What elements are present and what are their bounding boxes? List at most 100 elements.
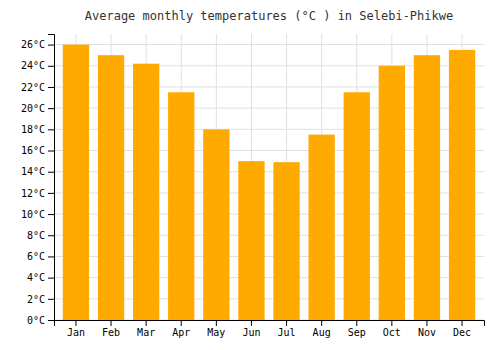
- y-tick-label: 0°C: [27, 315, 45, 326]
- y-tick: 18°C: [21, 124, 54, 135]
- x-tick: Jun: [242, 320, 260, 338]
- y-tick: 26°C: [21, 39, 54, 50]
- bar: [449, 50, 475, 320]
- y-tick-mark: [48, 151, 54, 152]
- y-tick-label: 12°C: [21, 188, 45, 199]
- bar: [238, 161, 264, 320]
- x-tick-label: Jan: [67, 327, 85, 338]
- bar: [63, 45, 89, 320]
- x-tick-mark: [426, 320, 427, 326]
- y-tick: 0°C: [27, 315, 54, 326]
- x-tick: Oct: [383, 320, 401, 338]
- x-tick-label: Dec: [453, 327, 471, 338]
- bar: [344, 92, 370, 320]
- y-tick: 8°C: [27, 230, 54, 241]
- x-tick-label: May: [207, 327, 225, 338]
- x-tick-mark: [462, 320, 463, 326]
- y-tick: 12°C: [21, 188, 54, 199]
- x-tick-label: Nov: [418, 327, 436, 338]
- x-tick-label: Mar: [137, 327, 155, 338]
- x-tick-mark: [111, 320, 112, 326]
- x-tick-label: Jul: [278, 327, 296, 338]
- title: Average monthly temperatures (°C ) in Se…: [85, 9, 453, 23]
- bar: [379, 66, 405, 320]
- bars: [63, 45, 475, 320]
- x-tick: Apr: [172, 320, 190, 338]
- y-tick-mark: [48, 87, 54, 88]
- bar: [168, 92, 194, 320]
- x-tick-label: Jun: [242, 327, 260, 338]
- y-tick-mark: [48, 299, 54, 300]
- y-tick-label: 14°C: [21, 166, 45, 177]
- x-tick: May: [207, 320, 225, 338]
- x-tick-mark: [321, 320, 322, 326]
- y-tick-mark: [48, 129, 54, 130]
- y-tick: 24°C: [21, 60, 54, 71]
- x-tick: Dec: [453, 320, 471, 338]
- y-tick-label: 10°C: [21, 209, 45, 220]
- y-tick-label: 6°C: [27, 251, 45, 262]
- x-axis-line: [55, 321, 485, 327]
- bar: [203, 129, 229, 320]
- x-tick: Nov: [418, 320, 436, 338]
- y-tick-label: 18°C: [21, 124, 45, 135]
- x-tick-mark: [356, 320, 357, 326]
- x-tick: Aug: [313, 320, 331, 338]
- x-tick-mark: [391, 320, 392, 326]
- y-tick-mark: [48, 172, 54, 173]
- y-tick-label: 8°C: [27, 230, 45, 241]
- y-axis: 0°C 2°C 4°C 6°C 8°C 10°C 12°C 14°C 16°C 18°C 20°C 2…: [21, 35, 55, 326]
- y-tick: 6°C: [27, 251, 54, 262]
- y-tick-label: 2°C: [27, 294, 45, 305]
- x-tick-mark: [251, 320, 252, 326]
- grid-line: [54, 44, 484, 45]
- bar: [308, 135, 334, 320]
- y-tick-mark: [48, 45, 54, 46]
- y-tick-label: 20°C: [21, 103, 45, 114]
- y-tick: 22°C: [21, 82, 54, 93]
- y-tick-mark: [48, 193, 54, 194]
- y-tick-label: 26°C: [21, 39, 45, 50]
- x-tick-mark: [75, 320, 76, 326]
- x-tick: Jul: [278, 320, 296, 338]
- x-tick-label: Sep: [348, 327, 366, 338]
- x-tick: Feb: [102, 320, 120, 338]
- x-axis: Jan Feb Mar Apr May Jun Jul Aug Sep Oct Nov Dec: [55, 320, 485, 338]
- x-tick: Sep: [348, 320, 366, 338]
- y-tick-mark: [48, 108, 54, 109]
- x-tick-mark: [181, 320, 182, 326]
- y-tick-mark: [48, 256, 54, 257]
- bar: [98, 55, 124, 320]
- bar: [273, 162, 299, 320]
- y-tick-mark: [48, 320, 54, 321]
- y-tick: 20°C: [21, 103, 54, 114]
- x-tick-mark: [146, 320, 147, 326]
- x-tick-label: Feb: [102, 327, 120, 338]
- y-tick-label: 22°C: [21, 82, 45, 93]
- grid: [54, 34, 484, 320]
- y-tick-mark: [48, 66, 54, 67]
- y-tick-label: 24°C: [21, 60, 45, 71]
- x-tick: Mar: [137, 320, 155, 338]
- y-tick: 16°C: [21, 145, 54, 156]
- y-tick: 4°C: [27, 272, 54, 283]
- y-tick: 14°C: [21, 166, 54, 177]
- x-tick-label: Oct: [383, 327, 401, 338]
- x-tick-mark: [216, 320, 217, 326]
- y-tick-mark: [48, 235, 54, 236]
- y-tick: 2°C: [27, 294, 54, 305]
- plot: Jan Feb Mar Apr May Jun Jul Aug Sep Oct Nov Dec 0°C 2…: [21, 34, 485, 338]
- y-tick-label: 4°C: [27, 272, 45, 283]
- x-tick-mark: [286, 320, 287, 326]
- y-tick-mark: [48, 278, 54, 279]
- bar: [133, 64, 159, 320]
- chart: Jan Feb Mar Apr May Jun Jul Aug Sep Oct Nov Dec 0°C 2…: [0, 0, 500, 350]
- x-tick-label: Apr: [172, 327, 190, 338]
- y-tick: 10°C: [21, 209, 54, 220]
- y-axis-line: [48, 35, 55, 321]
- x-tick-label: Aug: [313, 327, 331, 338]
- y-tick-label: 16°C: [21, 145, 45, 156]
- y-tick-mark: [48, 214, 54, 215]
- bar: [414, 55, 440, 320]
- x-tick: Jan: [67, 320, 85, 338]
